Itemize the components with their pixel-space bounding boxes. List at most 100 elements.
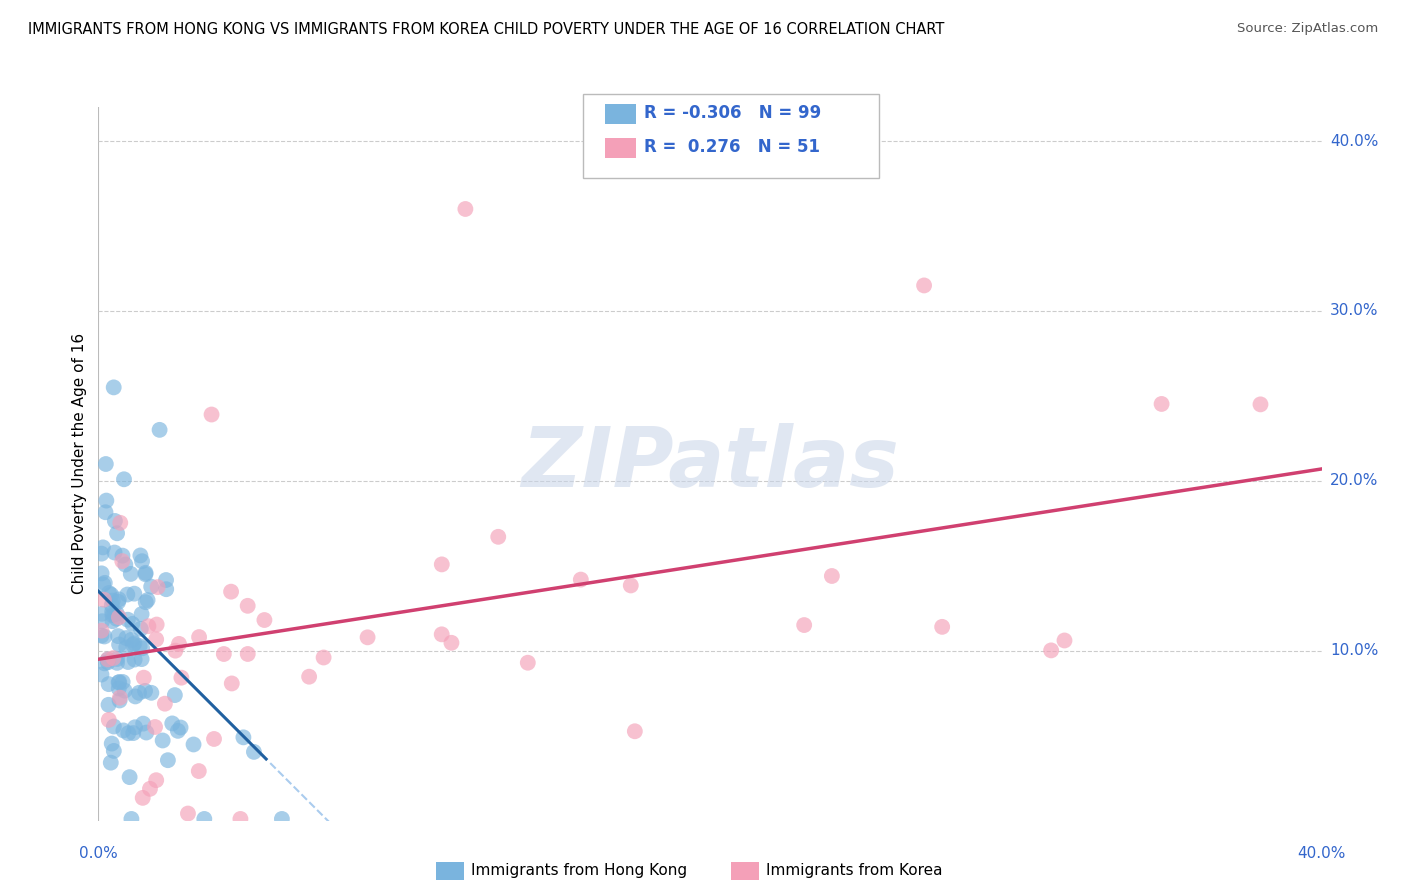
Text: 10.0%: 10.0% bbox=[1330, 643, 1378, 658]
Text: 30.0%: 30.0% bbox=[1330, 303, 1378, 318]
Text: 40.0%: 40.0% bbox=[1330, 134, 1378, 149]
Point bbox=[112, 472, 135, 486]
Point bbox=[117, 726, 139, 740]
Point bbox=[90, 547, 112, 561]
Point bbox=[232, 731, 254, 745]
Point bbox=[111, 674, 134, 689]
Point bbox=[155, 573, 177, 587]
Point bbox=[138, 619, 160, 633]
Point bbox=[134, 567, 156, 582]
Point bbox=[94, 575, 117, 590]
Point bbox=[105, 607, 128, 621]
Point bbox=[96, 493, 118, 508]
Point bbox=[97, 655, 120, 669]
Point bbox=[103, 651, 125, 665]
Point bbox=[124, 587, 146, 601]
Point bbox=[1053, 633, 1076, 648]
Point bbox=[103, 545, 125, 559]
Point bbox=[100, 737, 122, 751]
Y-axis label: Child Poverty Under the Age of 16: Child Poverty Under the Age of 16 bbox=[72, 334, 87, 594]
Point bbox=[931, 620, 953, 634]
Point bbox=[107, 629, 129, 643]
Point bbox=[253, 613, 276, 627]
Text: 40.0%: 40.0% bbox=[1298, 846, 1346, 861]
Point bbox=[177, 806, 200, 821]
Point bbox=[105, 612, 128, 626]
Point bbox=[162, 716, 184, 731]
Point bbox=[486, 530, 509, 544]
Point bbox=[270, 812, 292, 826]
Point bbox=[569, 573, 592, 587]
Point bbox=[124, 720, 146, 734]
Point bbox=[143, 720, 166, 734]
Point bbox=[90, 624, 112, 638]
Point bbox=[114, 683, 136, 698]
Point bbox=[94, 505, 117, 519]
Text: R = -0.306   N = 99: R = -0.306 N = 99 bbox=[644, 104, 821, 122]
Point bbox=[131, 554, 153, 568]
Point bbox=[516, 656, 538, 670]
Point bbox=[108, 693, 131, 707]
Point bbox=[103, 380, 125, 394]
Point bbox=[105, 526, 128, 541]
Text: 0.0%: 0.0% bbox=[79, 846, 118, 861]
Point bbox=[103, 744, 125, 758]
Point bbox=[91, 541, 114, 555]
Point bbox=[100, 588, 122, 602]
Point bbox=[105, 656, 128, 670]
Point bbox=[183, 738, 205, 752]
Point bbox=[163, 688, 186, 702]
Point bbox=[132, 790, 155, 805]
Point bbox=[121, 632, 143, 647]
Point bbox=[121, 616, 143, 631]
Point bbox=[97, 652, 120, 666]
Point bbox=[430, 627, 453, 641]
Point bbox=[312, 650, 335, 665]
Point bbox=[145, 773, 167, 788]
Point bbox=[128, 639, 150, 653]
Point bbox=[129, 622, 152, 636]
Point bbox=[298, 670, 321, 684]
Point bbox=[169, 721, 191, 735]
Point bbox=[821, 569, 844, 583]
Point bbox=[111, 549, 134, 563]
Point bbox=[117, 588, 139, 602]
Point bbox=[188, 630, 211, 644]
Text: Source: ZipAtlas.com: Source: ZipAtlas.com bbox=[1237, 22, 1378, 36]
Point bbox=[108, 610, 131, 624]
Point bbox=[356, 631, 378, 645]
Point bbox=[155, 582, 177, 597]
Point bbox=[90, 629, 112, 643]
Point bbox=[124, 652, 146, 666]
Point bbox=[1150, 397, 1173, 411]
Point bbox=[440, 636, 463, 650]
Text: IMMIGRANTS FROM HONG KONG VS IMMIGRANTS FROM KOREA CHILD POVERTY UNDER THE AGE O: IMMIGRANTS FROM HONG KONG VS IMMIGRANTS … bbox=[28, 22, 945, 37]
Point bbox=[124, 690, 146, 704]
Point bbox=[93, 657, 115, 671]
Text: Immigrants from Hong Kong: Immigrants from Hong Kong bbox=[471, 863, 688, 878]
Text: 20.0%: 20.0% bbox=[1330, 474, 1378, 488]
Point bbox=[107, 681, 129, 696]
Point bbox=[170, 671, 193, 685]
Point bbox=[141, 580, 163, 594]
Point bbox=[94, 457, 117, 471]
Point bbox=[128, 686, 150, 700]
Point bbox=[108, 690, 131, 705]
Point bbox=[132, 671, 155, 685]
Point bbox=[90, 667, 112, 681]
Point bbox=[202, 731, 225, 746]
Point bbox=[430, 558, 453, 572]
Point bbox=[219, 584, 242, 599]
Point bbox=[236, 647, 259, 661]
Point bbox=[149, 423, 172, 437]
Point bbox=[91, 607, 114, 621]
Point bbox=[101, 608, 124, 623]
Point bbox=[90, 566, 112, 581]
Text: ZIPatlas: ZIPatlas bbox=[522, 424, 898, 504]
Point bbox=[793, 618, 815, 632]
Point bbox=[139, 781, 162, 796]
Point bbox=[134, 684, 156, 698]
Point bbox=[145, 617, 167, 632]
Point bbox=[105, 652, 128, 666]
Point bbox=[115, 631, 138, 645]
